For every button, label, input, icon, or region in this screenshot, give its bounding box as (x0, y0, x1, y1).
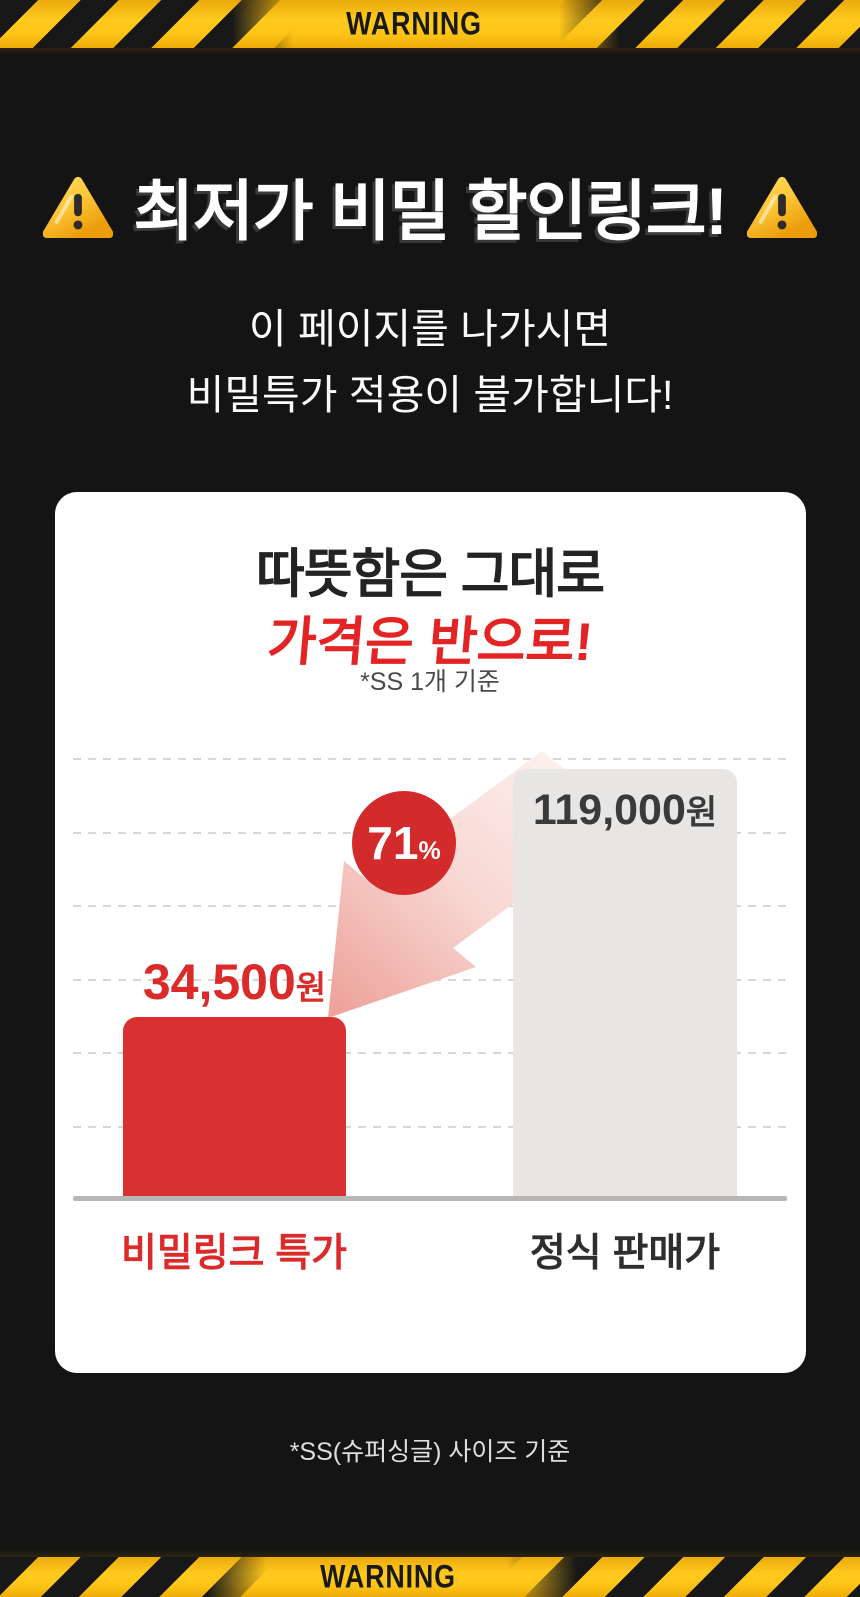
warning-triangle-icon (746, 176, 817, 238)
discount-unit: % (418, 836, 441, 865)
subtitle-line-2: 비밀특가 적용이 불가합니다! (186, 372, 674, 418)
bar-caption-secret: 비밀링크 특가 (120, 1232, 348, 1275)
page-title: 최저가 비밀 할인링크! (133, 174, 727, 248)
hero-title-row: 최저가 비밀 할인링크! (0, 158, 860, 254)
card-title: 따뜻함은 그대로 (255, 545, 605, 604)
tape-stripes (0, 1557, 860, 1597)
hero-subtitle: 이 페이지를 나가시면 비밀특가 적용이 불가합니다! (0, 296, 860, 428)
chart-gridline (73, 1052, 787, 1054)
tape-stripes (0, 0, 860, 48)
price-label-secret: 34,500원 (93, 953, 376, 1011)
warning-label-bottom: WARNING (320, 1558, 456, 1595)
chart-baseline (73, 1196, 787, 1201)
warning-triangle-icon (43, 176, 114, 238)
warning-tape-bottom: WARNING (0, 1549, 860, 1597)
chart-gridline (73, 1126, 787, 1128)
price-label-list: 119,000원 (513, 785, 737, 835)
price-currency: 원 (685, 794, 718, 832)
warning-tape-top: WARNING (0, 0, 860, 56)
chart-gridline (73, 758, 787, 760)
card-note: *SS 1개 기준 (360, 668, 500, 696)
footnote: *SS(슈퍼싱글) 사이즈 기준 (289, 1438, 571, 1466)
discount-value: 71 (367, 817, 419, 869)
price-amount: 119,000 (532, 786, 686, 834)
bar-secret-price (123, 1017, 346, 1198)
subtitle-line-1: 이 페이지를 나가시면 (248, 306, 612, 352)
price-amount: 34,500 (142, 954, 296, 1010)
bar-caption-list: 정식 판매가 (529, 1232, 721, 1275)
warning-label-top: WARNING (346, 5, 482, 42)
discount-badge: 71 % (352, 791, 456, 895)
price-currency: 원 (295, 969, 327, 1006)
